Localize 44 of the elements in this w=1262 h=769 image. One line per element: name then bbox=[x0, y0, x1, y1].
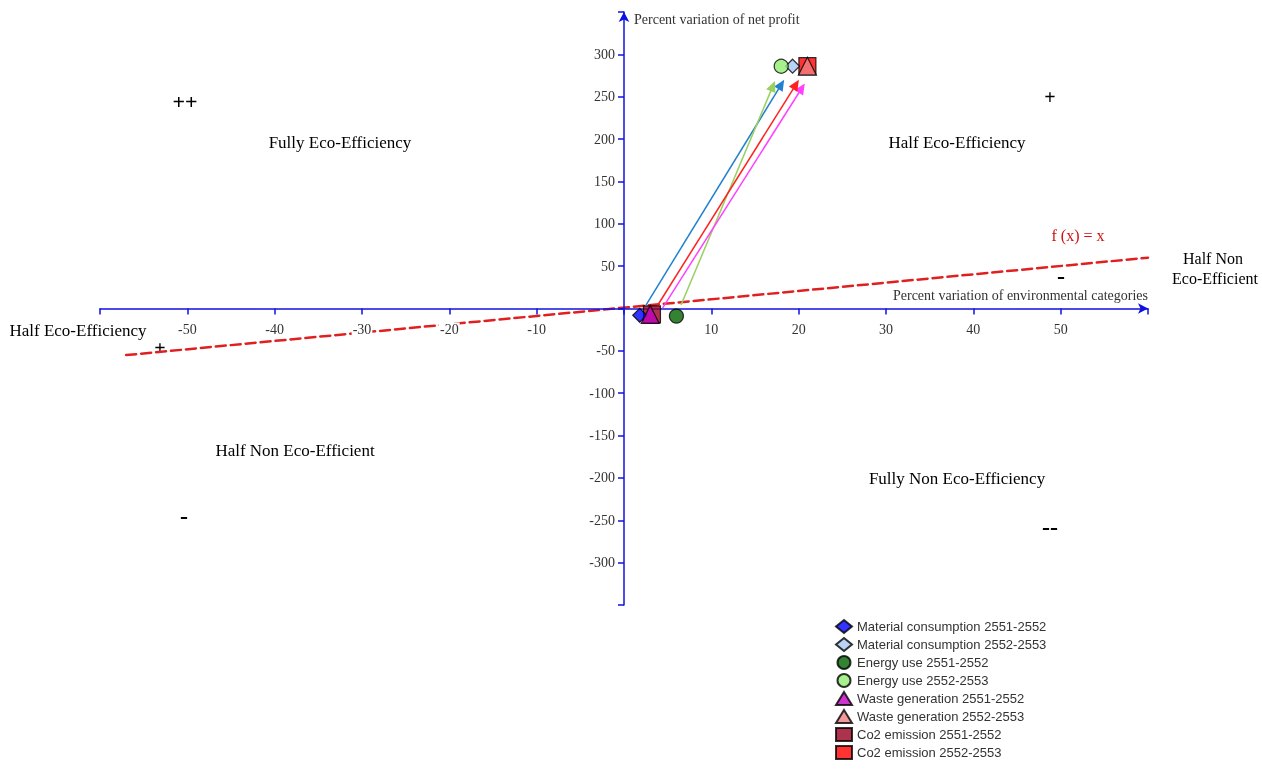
x-tick-label: -40 bbox=[265, 322, 284, 337]
x-tick-label: 50 bbox=[1053, 322, 1068, 337]
annotation: ++ bbox=[172, 88, 198, 114]
annotation: Half Eco-Efficiency bbox=[888, 132, 1027, 152]
legend-label: Material consumption 2551-2552 bbox=[857, 619, 1047, 634]
legend-label: Energy use 2552-2553 bbox=[857, 673, 989, 688]
annotation: Half Eco-Efficiency bbox=[9, 320, 148, 340]
x-tick-label: 40 bbox=[966, 322, 981, 337]
annotation: + bbox=[1044, 86, 1056, 108]
x-tick-label: 10 bbox=[704, 322, 719, 337]
y-tick-label: 50 bbox=[601, 258, 615, 274]
x-tick-label: -50 bbox=[178, 322, 197, 337]
y-tick-label: -250 bbox=[589, 512, 615, 528]
x-tick-label: -20 bbox=[440, 322, 459, 337]
legend-label: Co2 emission 2551-2552 bbox=[857, 727, 1002, 742]
annotation: Fully Eco-Efficiency bbox=[268, 132, 412, 152]
annotation: f (x) = x bbox=[1051, 226, 1105, 245]
y-axis-title: Percent variation of net profit bbox=[634, 11, 800, 27]
annotation: Half Non Eco-Efficient bbox=[215, 440, 375, 460]
text: Half Non Eco-Efficient bbox=[1172, 249, 1259, 287]
legend-label: Waste generation 2552-2553 bbox=[857, 709, 1025, 724]
x-tick-label: 20 bbox=[791, 322, 806, 337]
annotation: Fully Non Eco-Efficiency bbox=[868, 468, 1046, 488]
x-tick-label: -30 bbox=[352, 322, 372, 337]
legend-label: Material consumption 2552-2553 bbox=[857, 637, 1047, 652]
y-tick-label: -200 bbox=[589, 470, 615, 486]
annotation: - bbox=[180, 503, 188, 529]
y-tick-label: -100 bbox=[589, 385, 615, 401]
y-tick-label: 200 bbox=[594, 131, 615, 147]
y-tick-label: -300 bbox=[589, 555, 615, 571]
x-axis-title: Percent variation of environmental categories bbox=[892, 288, 1148, 303]
legend-label: Waste generation 2551-2552 bbox=[857, 691, 1025, 706]
annotation: - bbox=[1057, 263, 1065, 289]
annotation: -- bbox=[1042, 514, 1058, 540]
y-tick-label: -50 bbox=[596, 343, 615, 359]
x-tick-label: 30 bbox=[879, 322, 893, 337]
legend-label: Co2 emission 2552-2553 bbox=[857, 745, 1002, 760]
legend-label: Energy use 2551-2552 bbox=[857, 655, 989, 670]
y-tick-label: 100 bbox=[594, 216, 615, 232]
y-tick-label: 150 bbox=[594, 173, 615, 189]
y-tick-label: -150 bbox=[589, 428, 615, 444]
y-tick-label: 300 bbox=[594, 46, 615, 62]
x-tick-label: -10 bbox=[527, 322, 546, 337]
y-tick-label: 250 bbox=[594, 89, 615, 105]
